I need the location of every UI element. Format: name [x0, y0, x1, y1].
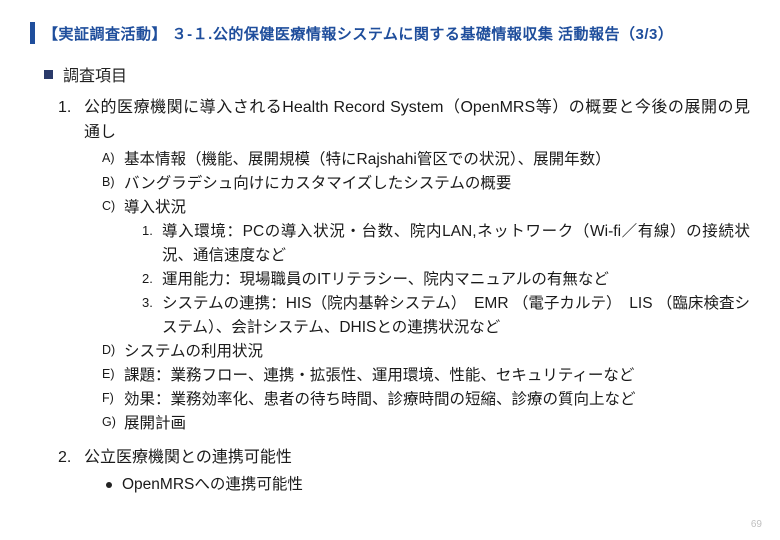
alpha-item: 導入状況 導入環境：PCの導入状況・台数、院内LAN,ネットワーク（Wi-fi／… — [102, 196, 750, 340]
slide-title: 【実証調査活動】 ３-１.公的保健医療情報システムに関する基礎情報収集 活動報告… — [43, 23, 673, 44]
alpha-item-text: システムの利用状況 — [124, 343, 263, 360]
alpha-item-text: 展開計画 — [124, 415, 186, 432]
num-item-text: 運用能力：現場職員のITリテラシー、院内マニュアルの有無など — [162, 271, 609, 288]
numbered-sublist: 導入環境：PCの導入状況・台数、院内LAN,ネットワーク（Wi-fi／有線）の接… — [142, 220, 750, 340]
section-heading: 調査項目 — [63, 62, 127, 86]
square-bullet-icon — [44, 70, 53, 79]
page-number: 69 — [751, 519, 762, 530]
alpha-item-text: 効果：業務効率化、患者の待ち時間、診療時間の短縮、診療の質向上など — [124, 391, 636, 408]
num-item: システムの連携：HIS（院内基幹システム） EMR （電子カルテ） LIS （臨… — [142, 292, 750, 340]
alpha-item: 展開計画 — [102, 412, 750, 436]
alpha-item: 基本情報（機能、展開規模（特にRajshahi管区での状況）、展開年数） — [102, 148, 750, 172]
title-accent-bar — [30, 22, 35, 44]
dot-sublist: OpenMRSへの連携可能性 — [102, 473, 750, 497]
survey-item: 公立医療機関との連携可能性 OpenMRSへの連携可能性 — [58, 446, 750, 497]
num-item-text: 導入環境：PCの導入状況・台数、院内LAN,ネットワーク（Wi-fi／有線）の接… — [162, 223, 750, 264]
alpha-item: 効果：業務効率化、患者の待ち時間、診療時間の短縮、診療の質向上など — [102, 388, 750, 412]
dot-item-text: OpenMRSへの連携可能性 — [122, 476, 303, 493]
alpha-item: システムの利用状況 — [102, 340, 750, 364]
survey-item-text: 公立医療機関との連携可能性 — [84, 449, 292, 466]
alpha-item-text: 課題：業務フロー、連携・拡張性、運用環境、性能、セキュリティーなど — [124, 367, 634, 384]
alpha-item-text: 導入状況 — [124, 199, 186, 216]
alpha-item-text: 基本情報（機能、展開規模（特にRajshahi管区での状況）、展開年数） — [124, 151, 611, 168]
survey-item: 公的医療機関に導入されるHealth Record System（OpenMRS… — [58, 96, 750, 436]
num-item: 運用能力：現場職員のITリテラシー、院内マニュアルの有無など — [142, 268, 750, 292]
alpha-sublist: 基本情報（機能、展開規模（特にRajshahi管区での状況）、展開年数） バング… — [102, 148, 750, 436]
num-item: 導入環境：PCの導入状況・台数、院内LAN,ネットワーク（Wi-fi／有線）の接… — [142, 220, 750, 268]
section-heading-row: 調査項目 — [44, 62, 750, 86]
num-item-text: システムの連携：HIS（院内基幹システム） EMR （電子カルテ） LIS （臨… — [162, 295, 750, 336]
dot-item: OpenMRSへの連携可能性 — [102, 473, 750, 497]
alpha-item-text: バングラデシュ向けにカスタマイズしたシステムの概要 — [124, 175, 511, 192]
slide-title-row: 【実証調査活動】 ３-１.公的保健医療情報システムに関する基礎情報収集 活動報告… — [30, 22, 750, 44]
survey-item-text: 公的医療機関に導入されるHealth Record System（OpenMRS… — [84, 99, 750, 141]
survey-item-list: 公的医療機関に導入されるHealth Record System（OpenMRS… — [58, 96, 750, 497]
alpha-item: バングラデシュ向けにカスタマイズしたシステムの概要 — [102, 172, 750, 196]
alpha-item: 課題：業務フロー、連携・拡張性、運用環境、性能、セキュリティーなど — [102, 364, 750, 388]
